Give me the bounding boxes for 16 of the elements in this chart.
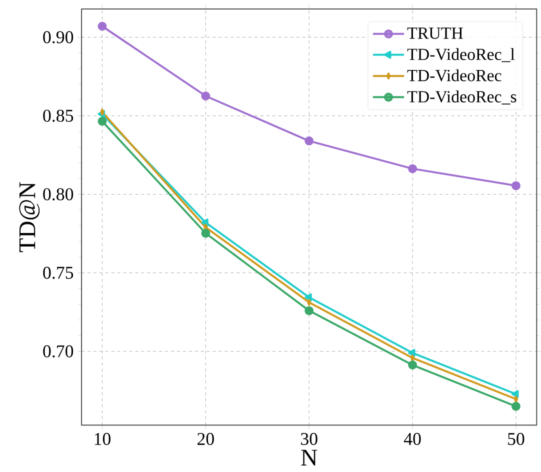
y-tick-label: 0.85 — [43, 110, 74, 122]
x-tick-label: 50 — [508, 432, 524, 445]
x-tick-label: 30 — [301, 432, 318, 445]
x-tick-label: 40 — [404, 432, 421, 445]
y-tick-label: 0.70 — [43, 345, 74, 358]
legend-label: TD-VideoRec_s — [407, 90, 516, 104]
y-tick-label: 0.90 — [43, 31, 74, 44]
x-axis-title: N — [301, 450, 318, 466]
legend-label: TD-VideoRec — [407, 69, 502, 82]
legend-label: TRUTH — [407, 28, 463, 39]
legend-label: TD-VideoRec_l — [407, 48, 515, 62]
x-tick-label: 20 — [197, 432, 214, 445]
x-tick-label: 10 — [94, 432, 110, 445]
y-tick-label: 0.80 — [43, 188, 74, 200]
y-tick-label: 0.75 — [43, 266, 74, 279]
y-axis-title: TD@N — [19, 182, 40, 252]
